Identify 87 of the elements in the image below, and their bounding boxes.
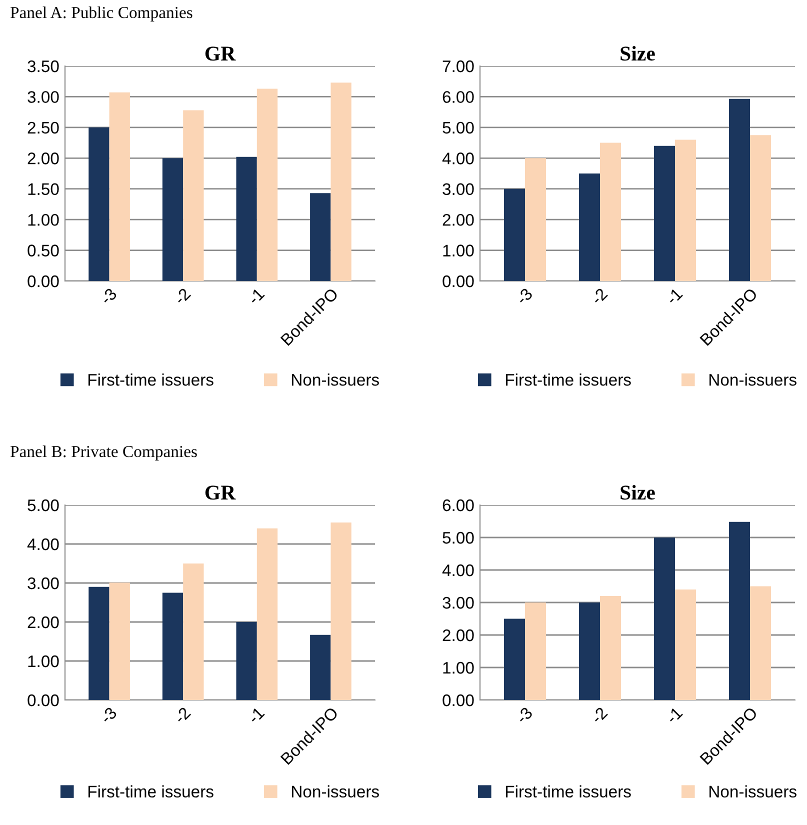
bar	[504, 618, 525, 700]
bar	[256, 528, 278, 700]
x-tick-label: -2	[173, 706, 192, 724]
y-tick-label: 2.00	[442, 629, 474, 642]
bar	[525, 158, 546, 281]
y-tick-label: 0.00	[28, 275, 59, 288]
y-tick-label: 3.00	[28, 577, 59, 590]
x-tick-label: -1	[665, 288, 683, 306]
text: Panel B: Private Companies	[10, 445, 197, 461]
bar	[525, 602, 546, 700]
x-tick-label: -1	[247, 288, 265, 306]
y-tick-label: 3.00	[28, 91, 59, 103]
y-tick-label: 3.00	[442, 596, 474, 609]
y-tick-label: 6.00	[442, 91, 474, 103]
y-tick-label: 5.00	[442, 122, 474, 134]
bar	[579, 174, 600, 281]
legend-label: First-time issuers	[506, 373, 631, 386]
y-tick-label: 3.00	[442, 183, 474, 196]
bar	[600, 596, 621, 700]
y-tick-label: 0.00	[442, 275, 474, 288]
y-tick-label: 0.00	[28, 694, 59, 706]
chart-title: Size	[620, 484, 655, 500]
y-tick-label: 1.50	[28, 183, 59, 196]
x-tick-label: -3	[100, 287, 118, 306]
legend-label: Non-issuers	[292, 785, 379, 798]
x-tick-label: -2	[590, 706, 608, 724]
bar	[675, 590, 696, 700]
x-tick-label: -2	[590, 287, 608, 306]
bar	[579, 602, 600, 700]
bar	[109, 582, 130, 700]
bar	[310, 634, 331, 700]
y-tick-label: 4.00	[27, 538, 59, 550]
y-tick-label: 0.50	[28, 244, 59, 256]
bar	[109, 92, 130, 281]
bar	[162, 592, 184, 700]
bar	[675, 140, 696, 281]
y-tick-label: 2.50	[28, 122, 59, 134]
y-tick-label: 4.00	[442, 152, 474, 164]
legend-label: First-time issuers	[88, 785, 214, 798]
bar	[183, 110, 204, 281]
bar	[504, 188, 525, 281]
bar	[600, 142, 621, 281]
x-tick-label: -3	[515, 287, 534, 306]
bar	[183, 564, 204, 700]
bar	[256, 88, 278, 281]
chart-title: GR	[205, 46, 236, 61]
y-tick-label: 5.00	[442, 532, 474, 544]
y-tick-label: 2.00	[28, 616, 59, 628]
legend-label: First-time issuers	[506, 785, 631, 798]
y-tick-label: 0.00	[442, 694, 474, 706]
bar	[654, 146, 675, 281]
bar	[236, 156, 257, 281]
bar	[88, 586, 110, 700]
bar	[236, 622, 257, 700]
y-tick-label: 4.00	[442, 564, 474, 576]
bar	[88, 127, 110, 281]
bar	[330, 82, 352, 281]
chart-title: Size	[620, 46, 655, 61]
x-tick-label: -1	[665, 706, 683, 724]
legend-label: Non-issuers	[710, 373, 796, 386]
legend-label: Non-issuers	[710, 785, 796, 798]
y-tick-label: 2.00	[442, 214, 474, 226]
x-tick-label: -3	[100, 706, 118, 724]
bar	[310, 193, 331, 281]
legend-label: First-time issuers	[88, 373, 214, 386]
bar	[729, 98, 750, 281]
bar	[162, 158, 184, 281]
x-tick-label: -3	[515, 706, 534, 724]
y-tick-label: 6.00	[442, 499, 474, 512]
y-tick-label: 2.00	[28, 152, 59, 164]
y-tick-label: 5.00	[28, 499, 59, 512]
legend-label: Non-issuers	[292, 373, 379, 386]
x-tick-label: -1	[247, 706, 265, 724]
y-tick-label: 1.00	[28, 214, 59, 226]
bar	[729, 522, 750, 700]
y-tick-label: 7.00	[442, 60, 474, 72]
chart-title: GR	[205, 486, 236, 500]
text: Panel A: Public Companies	[10, 6, 192, 22]
y-tick-label: 1.00	[28, 655, 59, 668]
bar	[750, 586, 771, 700]
bar	[330, 522, 352, 700]
bar	[750, 135, 771, 281]
y-tick-label: 1.00	[443, 662, 474, 674]
y-tick-label: 1.00	[443, 244, 474, 256]
bar	[654, 538, 675, 700]
x-tick-label: -2	[173, 287, 192, 306]
y-tick-label: 3.50	[28, 60, 59, 72]
